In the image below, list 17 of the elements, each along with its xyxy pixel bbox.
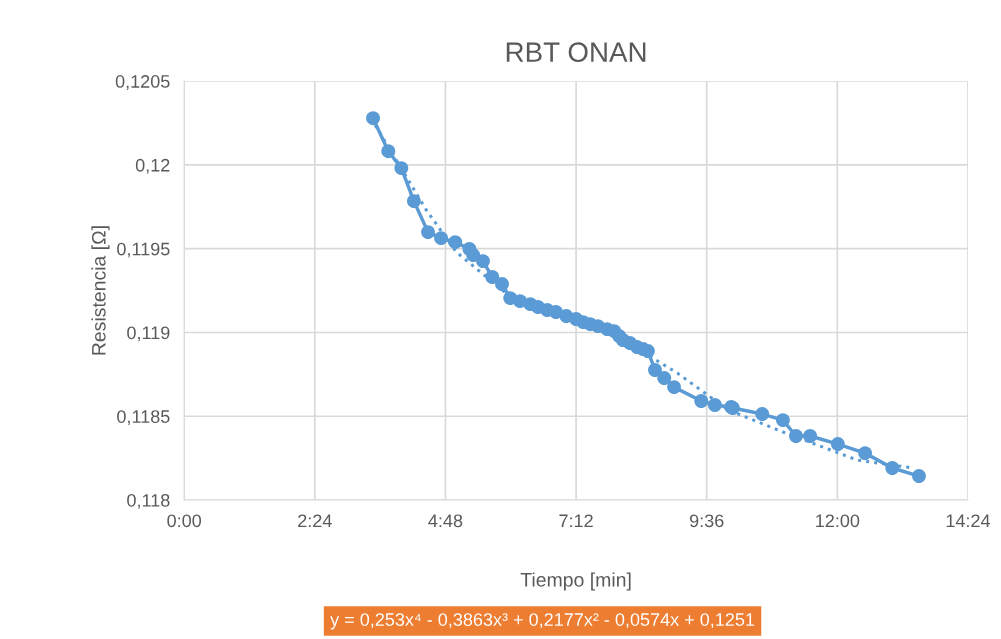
y-tick-label: 0,12 <box>135 158 170 174</box>
text: y = 0,253x⁴ - 0,3863x³ + 0,2177x² - 0,0574x + 0,1251 <box>330 613 755 630</box>
y-axis-title: Resistencia [Ω] <box>91 226 110 355</box>
y-tick-label: 0,1205 <box>115 75 170 91</box>
y-tick-label: 0,118 <box>127 493 170 509</box>
x-tick-label: 2:24 <box>298 514 332 527</box>
y-tick-label: 0,119 <box>127 326 170 342</box>
y-tick-label: 0,1185 <box>117 410 170 426</box>
x-tick-label: 14:24 <box>946 514 991 527</box>
chart-title: RBT ONAN <box>506 42 646 62</box>
x-tick-label: 9:36 <box>689 514 724 528</box>
x-axis-title: Tiempo [min] <box>520 572 631 591</box>
x-tick-label: 0:00 <box>167 514 202 528</box>
x-tick-label: 7:12 <box>559 514 593 527</box>
y-tick-label: 0,1195 <box>117 242 170 258</box>
x-tick-label: 4:48 <box>428 514 463 528</box>
x-tick-label: 12:00 <box>816 514 860 528</box>
